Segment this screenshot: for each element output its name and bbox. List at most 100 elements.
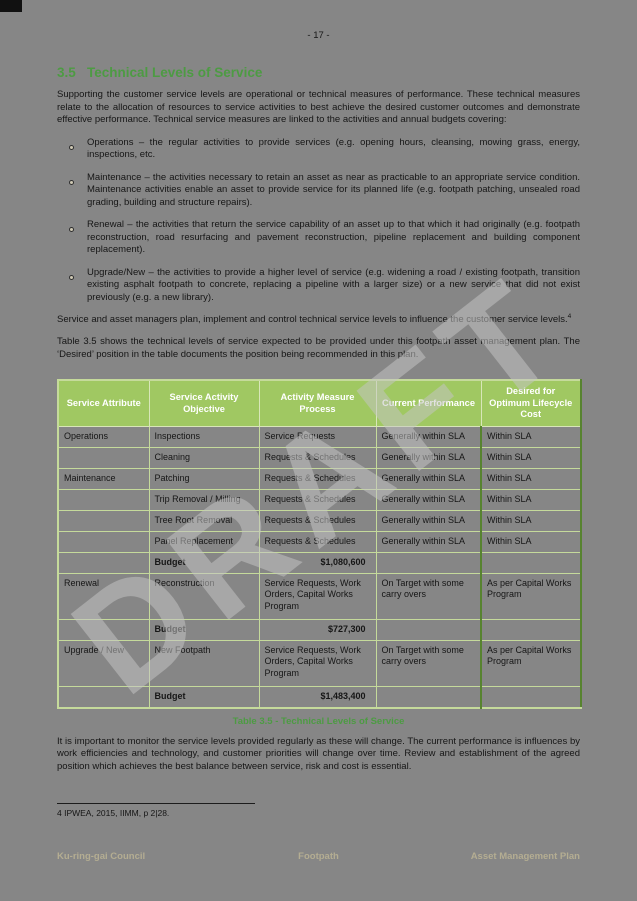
table-header-row: Service Attribute Service Activity Objec… (57, 379, 582, 428)
budget-amount-maintenance: $1,080,600 (258, 552, 377, 575)
section-title: Technical Levels of Service (87, 65, 263, 80)
bullet-text-renewal: Renewal – the activities that return the… (87, 219, 580, 256)
header-service-activity-objective: Service Activity Objective (148, 379, 260, 428)
table-cell (480, 619, 582, 642)
table-cell (57, 447, 150, 470)
table-cell: Cleaning (148, 447, 260, 470)
table-cell: Generally within SLA (375, 489, 482, 512)
header-service-attribute: Service Attribute (57, 379, 150, 428)
footnote-text: 4 IPWEA, 2015, IIMM, p 2|28. (57, 808, 170, 818)
paragraph-table-intro: Table 3.5 shows the technical levels of … (57, 336, 580, 360)
budget-row: Budget $727,300 (57, 619, 582, 642)
table-cell: Trip Removal / Milling (148, 489, 260, 512)
table-cell: Patching (148, 468, 260, 491)
bullet-list: Operations – the regular activities to p… (57, 137, 580, 305)
table-cell: On Target with some carry overs (375, 573, 482, 621)
budget-label: Budget (148, 619, 260, 642)
table-cell: On Target with some carry overs (375, 640, 482, 688)
footer-plan: Asset Management Plan (470, 851, 580, 862)
table-cell: Within SLA (480, 489, 582, 512)
table-cell: Within SLA (480, 510, 582, 533)
table-row: Upgrade / New New Footpath Service Reque… (57, 640, 582, 688)
table-cell (375, 552, 482, 575)
page-footer: Ku-ring-gai Council Footpath Asset Manag… (57, 851, 580, 862)
table-row: Renewal Reconstruction Service Requests,… (57, 573, 582, 621)
bullet-text-operations: Operations – the regular activities to p… (87, 136, 580, 161)
table-cell: Requests & Schedules (258, 531, 377, 554)
table-cell: Service Requests (258, 426, 377, 449)
paragraph-service-managers: Service and asset managers plan, impleme… (57, 313, 580, 327)
table-cell: New Footpath (148, 640, 260, 688)
list-item: Operations – the regular activities to p… (57, 137, 580, 162)
table-cell: Service Requests, Work Orders, Capital W… (258, 573, 377, 621)
table-cell (57, 510, 150, 533)
list-item: Maintenance – the activities necessary t… (57, 172, 580, 210)
technical-levels-table: Service Attribute Service Activity Objec… (57, 379, 582, 709)
table-cell (480, 552, 582, 575)
budget-row: Budget $1,483,400 (57, 686, 582, 709)
table-cell: As per Capital Works Program (480, 640, 582, 688)
table-cell: Within SLA (480, 447, 582, 470)
table-cell (57, 552, 150, 575)
table-row: Trip Removal / Milling Requests & Schedu… (57, 489, 582, 512)
corner-mark (0, 0, 22, 12)
budget-amount-upgrade: $1,483,400 (258, 686, 377, 709)
table-cell (57, 531, 150, 554)
table-cell: Generally within SLA (375, 426, 482, 449)
table-cell (375, 686, 482, 709)
list-item: Upgrade/New – the activities to provide … (57, 267, 580, 305)
bullet-icon (57, 172, 87, 210)
table-cell: Requests & Schedules (258, 489, 377, 512)
footnote-reference: 4 (567, 313, 572, 321)
table-cell: Requests & Schedules (258, 468, 377, 491)
table-cell: Service Requests, Work Orders, Capital W… (258, 640, 377, 688)
table-row: Operations Inspections Service Requests … (57, 426, 582, 449)
section-heading: 3.5 Technical Levels of Service (57, 65, 580, 80)
page-number: - 17 - (307, 30, 330, 41)
budget-row: Budget $1,080,600 (57, 552, 582, 575)
table-cell: Panel Replacement (148, 531, 260, 554)
paragraph-intro: Supporting the customer service levels a… (57, 89, 580, 126)
table-cell: Operations (57, 426, 150, 449)
table-row: Cleaning Requests & Schedules Generally … (57, 447, 582, 470)
budget-label: Budget (148, 552, 260, 575)
bullet-icon (57, 267, 87, 305)
table-row: Tree Root Removal Requests & Schedules G… (57, 510, 582, 533)
table-cell: Requests & Schedules (258, 447, 377, 470)
table-caption: Table 3.5 - Technical Levels of Service (232, 715, 405, 727)
table-cell: Generally within SLA (375, 468, 482, 491)
table-cell: Upgrade / New (57, 640, 150, 688)
table-cell: As per Capital Works Program (480, 573, 582, 621)
table-cell: Within SLA (480, 531, 582, 554)
footer-document: Footpath (298, 851, 339, 862)
table-cell: Requests & Schedules (258, 510, 377, 533)
paragraph-text: Service and asset managers plan, impleme… (57, 314, 568, 326)
table-cell: Renewal (57, 573, 150, 621)
bullet-icon (57, 137, 87, 162)
header-desired-lifecycle-cost: Desired for Optimum Lifecycle Cost (480, 379, 582, 428)
paragraph-monitoring: It is important to monitor the service l… (57, 735, 580, 772)
bullet-text-upgrade: Upgrade/New – the activities to provide … (87, 266, 580, 303)
table-cell (57, 686, 150, 709)
table-cell (57, 489, 150, 512)
header-activity-measure-process: Activity Measure Process (258, 379, 377, 428)
section-number: 3.5 (57, 65, 76, 80)
table-cell: Reconstruction (148, 573, 260, 621)
footer-council: Ku-ring-gai Council (57, 851, 146, 862)
table-cell: Within SLA (480, 468, 582, 491)
table-row: Maintenance Patching Requests & Schedule… (57, 468, 582, 491)
page-content: - 17 - 3.5 Technical Levels of Service Su… (57, 30, 582, 772)
table-cell (375, 619, 482, 642)
table-cell: Within SLA (480, 426, 582, 449)
table-cell: Tree Root Removal (148, 510, 260, 533)
header-current-performance: Current Performance (375, 379, 482, 428)
table-cell: Generally within SLA (375, 447, 482, 470)
table-cell: Inspections (148, 426, 260, 449)
table-cell (480, 686, 582, 709)
budget-label: Budget (148, 686, 260, 709)
table-row: Panel Replacement Requests & Schedules G… (57, 531, 582, 554)
budget-amount-renewal: $727,300 (258, 619, 377, 642)
list-item: Renewal – the activities that return the… (57, 219, 580, 257)
footnote-divider (57, 803, 255, 804)
